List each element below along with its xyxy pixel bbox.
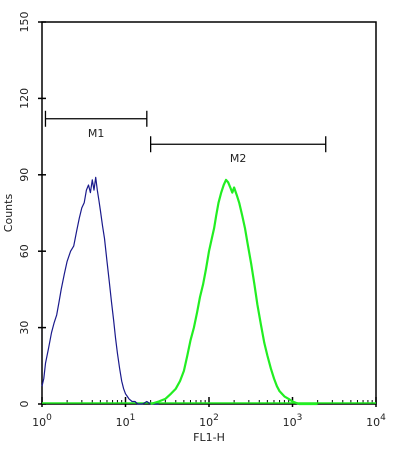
y-tick-labels: 0 30 60 90 120 150: [18, 12, 31, 408]
y-tick-label: 150: [18, 12, 31, 33]
gate-label: M1: [88, 127, 105, 140]
y-tick-label: 30: [18, 321, 31, 335]
x-tick-label: 101: [116, 413, 136, 429]
y-tick-label: 90: [18, 168, 31, 182]
y-tick-label: 0: [18, 401, 31, 408]
axis-ticks: [38, 21, 377, 407]
x-tick-label: 103: [283, 413, 303, 429]
gates-layer: M1 M2: [44, 110, 327, 165]
x-axis-title: FL1-H: [193, 431, 225, 444]
plot-border: [41, 21, 377, 405]
y-axis-title: Counts: [2, 194, 15, 233]
y-tick-label: 120: [18, 88, 31, 109]
x-tick-label: 100: [32, 413, 52, 429]
gate-label: M2: [230, 152, 247, 165]
x-tick-labels: 100 101 102 103 104: [32, 413, 386, 429]
series-line: [150, 178, 318, 406]
y-tick-label: 60: [18, 244, 31, 258]
series-line: [41, 176, 159, 405]
plot-frame: [41, 21, 377, 405]
series-layer: [41, 176, 376, 406]
x-tick-label: 102: [199, 413, 219, 429]
x-tick-label: 104: [366, 413, 386, 429]
